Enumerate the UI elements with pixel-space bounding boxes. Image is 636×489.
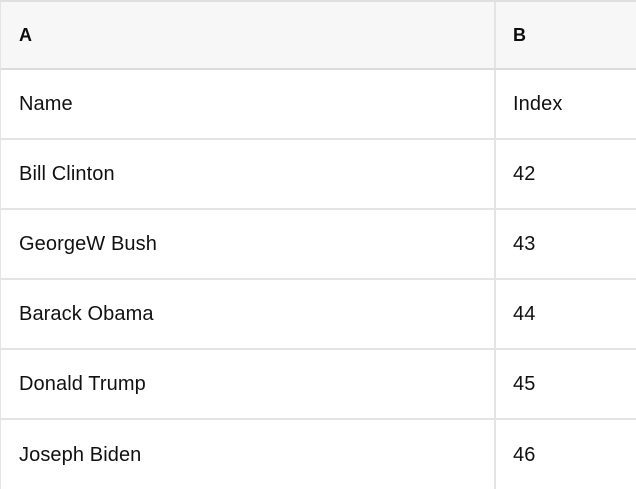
table-row-name: Name Index — [1, 70, 636, 140]
cell-a3-text: GeorgeW Bush — [19, 232, 157, 255]
cell-b6[interactable]: 46 — [496, 420, 636, 489]
cell-a4[interactable]: Barack Obama — [1, 280, 496, 348]
cell-a3[interactable]: GeorgeW Bush — [1, 210, 496, 278]
table-row-clinton: Bill Clinton 42 — [1, 140, 636, 210]
cell-a5-text: Donald Trump — [19, 372, 146, 395]
cell-b2-text: 42 — [513, 162, 536, 185]
cell-b1-text: Index — [513, 92, 563, 115]
cell-a2[interactable]: Bill Clinton — [1, 140, 496, 208]
cell-b5[interactable]: 45 — [496, 350, 636, 418]
header-row: A B — [1, 2, 636, 70]
column-header-b[interactable]: B — [496, 2, 636, 68]
column-header-a[interactable]: A — [1, 2, 496, 68]
cell-a2-text: Bill Clinton — [19, 162, 115, 185]
cell-b3-text: 43 — [513, 232, 536, 255]
cell-b5-text: 45 — [513, 372, 536, 395]
cell-a5[interactable]: Donald Trump — [1, 350, 496, 418]
cell-b2[interactable]: 42 — [496, 140, 636, 208]
cell-a4-text: Barack Obama — [19, 302, 154, 325]
table-row-biden: Joseph Biden 46 — [1, 420, 636, 489]
cell-b4-text: 44 — [513, 302, 536, 325]
cell-b3[interactable]: 43 — [496, 210, 636, 278]
table-row-trump: Donald Trump 45 — [1, 350, 636, 420]
cell-b1[interactable]: Index — [496, 70, 636, 138]
cell-b4[interactable]: 44 — [496, 280, 636, 348]
cell-a1-text: Name — [19, 92, 73, 115]
column-header-a-label: A — [19, 24, 33, 45]
column-header-b-label: B — [513, 24, 527, 45]
cell-a1[interactable]: Name — [1, 70, 496, 138]
cell-a6-text: Joseph Biden — [19, 443, 142, 466]
table-row-bush: GeorgeW Bush 43 — [1, 210, 636, 280]
table-row-obama: Barack Obama 44 — [1, 280, 636, 350]
cell-b6-text: 46 — [513, 443, 536, 466]
cell-a6[interactable]: Joseph Biden — [1, 420, 496, 489]
